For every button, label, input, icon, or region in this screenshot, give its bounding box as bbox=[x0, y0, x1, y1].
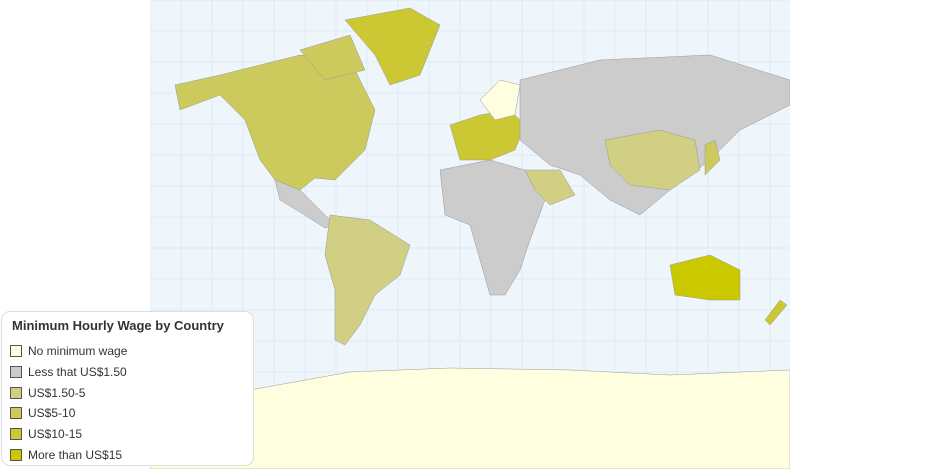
legend-label: More than US$15 bbox=[28, 447, 123, 462]
region-new-zealand[interactable] bbox=[764, 299, 788, 326]
legend-swatch bbox=[10, 448, 22, 461]
legend-label: US$10-15 bbox=[28, 427, 83, 442]
region-antarctica[interactable] bbox=[150, 367, 790, 469]
region-canada-islands[interactable] bbox=[299, 34, 366, 81]
legend-label: No minimum wage bbox=[28, 344, 128, 359]
legend: Minimum Hourly Wage by Country No minimu… bbox=[1, 311, 254, 466]
region-africa[interactable] bbox=[439, 159, 546, 296]
legend-label: US$5-10 bbox=[28, 406, 76, 421]
region-scandinavia[interactable] bbox=[479, 79, 521, 121]
region-middle-east[interactable] bbox=[524, 169, 576, 206]
region-china[interactable] bbox=[604, 129, 701, 191]
legend-title: Minimum Hourly Wage by Country bbox=[12, 318, 224, 333]
legend-item[interactable]: No minimum wage bbox=[10, 341, 245, 362]
legend-swatch bbox=[10, 345, 22, 358]
legend-swatch bbox=[10, 386, 22, 399]
legend-swatch bbox=[10, 407, 22, 420]
legend-item[interactable]: US$10-15 bbox=[10, 424, 245, 445]
legend-label: Less that US$1.50 bbox=[28, 365, 127, 380]
region-greenland[interactable] bbox=[344, 7, 441, 86]
world-map bbox=[150, 0, 790, 469]
legend-item[interactable]: US$1.50-5 bbox=[10, 382, 245, 403]
legend-swatch bbox=[10, 428, 22, 441]
legend-label: US$1.50-5 bbox=[28, 385, 86, 400]
region-australia[interactable] bbox=[669, 254, 741, 301]
region-south-america[interactable] bbox=[324, 214, 411, 346]
legend-item[interactable]: More than US$15 bbox=[10, 444, 245, 465]
legend-swatch bbox=[10, 366, 22, 379]
legend-item[interactable]: Less that US$1.50 bbox=[10, 362, 245, 383]
region-japan[interactable] bbox=[704, 139, 721, 176]
legend-item[interactable]: US$5-10 bbox=[10, 403, 245, 424]
